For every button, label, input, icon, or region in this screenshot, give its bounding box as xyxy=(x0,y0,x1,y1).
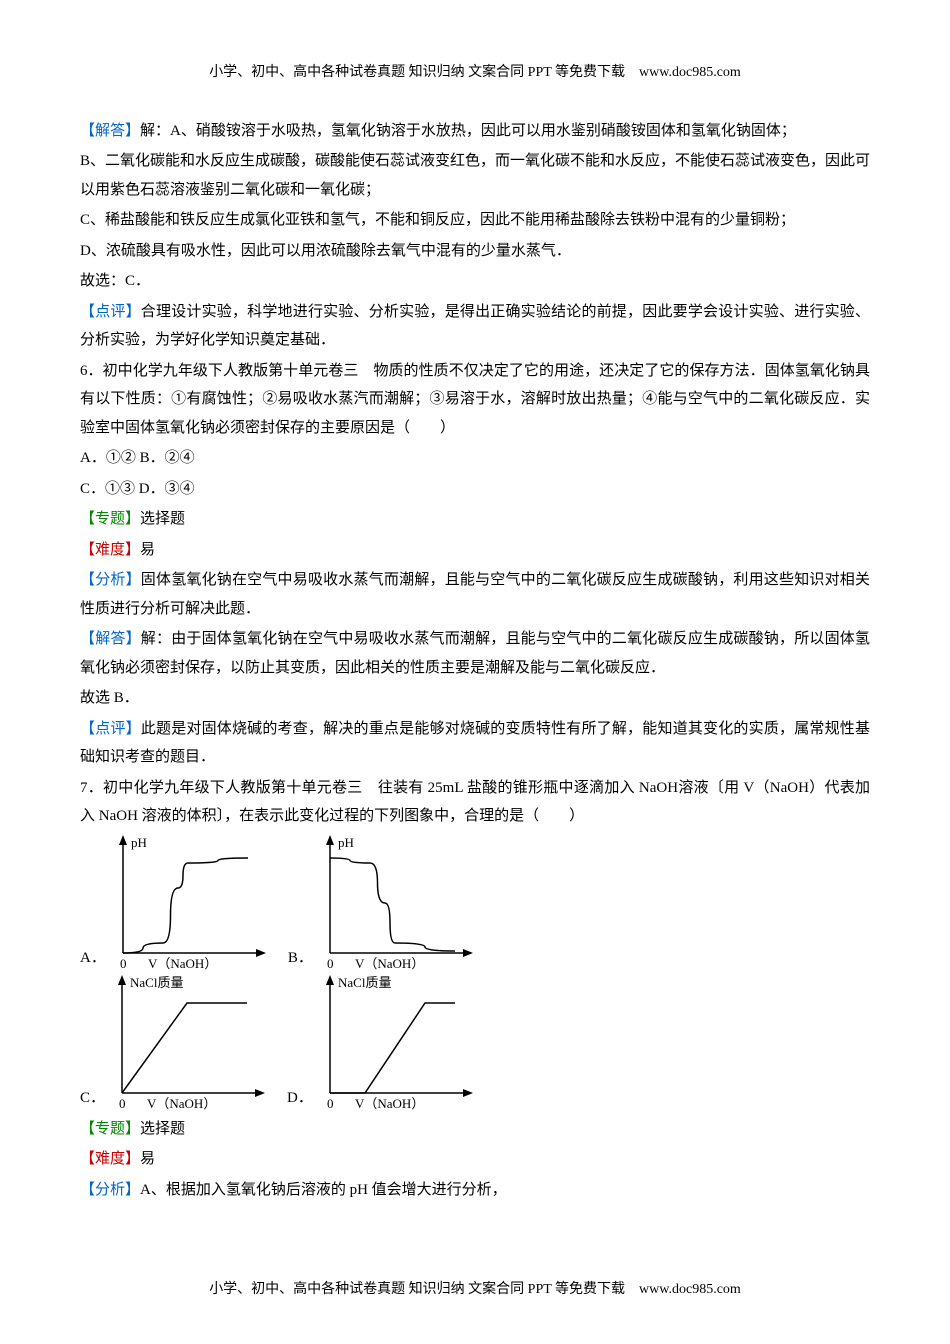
label-dianping: 【点评】 xyxy=(80,304,141,320)
q6-nandu-text: 易 xyxy=(140,542,155,558)
q6-zhuanti-text: 选择题 xyxy=(140,511,185,527)
choice-prefix-b: B． xyxy=(288,944,313,973)
svg-text:pH: pH xyxy=(338,835,354,850)
svg-text:0: 0 xyxy=(120,956,127,971)
svg-text:V（NaOH）: V（NaOH） xyxy=(147,1096,216,1111)
q7-nandu-text: 易 xyxy=(140,1151,155,1167)
q6-zhuanti: 【专题】选择题 xyxy=(80,505,870,534)
svg-text:0: 0 xyxy=(327,1096,334,1111)
document-page: 小学、初中、高中各种试卷真题 知识归纳 文案合同 PPT 等免费下载 www.d… xyxy=(0,0,950,1344)
q7-zhuanti: 【专题】选择题 xyxy=(80,1115,870,1144)
document-body: 【解答】解：A、硝酸铵溶于水吸热，氢氧化钠溶于水放热，因此可以用水鉴别硝酸铵固体… xyxy=(80,117,870,1205)
label-nandu: 【难度】 xyxy=(80,1151,140,1167)
q7-fenxi: 【分析】A、根据加入氢氧化钠后溶液的 pH 值会增大进行分析， xyxy=(80,1176,870,1205)
label-dianping: 【点评】 xyxy=(80,721,141,737)
q7-nandu: 【难度】易 xyxy=(80,1145,870,1174)
svg-text:V（NaOH）: V（NaOH） xyxy=(355,956,424,971)
label-fenxi: 【分析】 xyxy=(80,1182,140,1198)
label-fenxi: 【分析】 xyxy=(80,572,141,588)
choice-prefix-a: A． xyxy=(80,944,106,973)
chart-c: NaCl质量 0 V（NaOH） xyxy=(107,973,267,1113)
q7-choice-c: C． NaCl质量 0 V（NaOH） xyxy=(80,973,267,1113)
svg-text:0: 0 xyxy=(327,956,334,971)
svg-text:0: 0 xyxy=(119,1096,126,1111)
svg-text:NaCl质量: NaCl质量 xyxy=(338,975,391,990)
chart-b: pH 0 V（NaOH） xyxy=(315,833,475,973)
q7-stem: 7．初中化学九年级下人教版第十单元卷三 往装有 25mL 盐酸的锥形瓶中逐滴加入… xyxy=(80,774,870,831)
q5-option-c: C、稀盐酸能和铁反应生成氯化亚铁和氢气，不能和铜反应，因此不能用稀盐酸除去铁粉中… xyxy=(80,206,870,235)
q6-answer: 故选 B． xyxy=(80,684,870,713)
q5-answer: 故选：C． xyxy=(80,267,870,296)
q6-nandu: 【难度】易 xyxy=(80,536,870,565)
q5-dianping: 【点评】合理设计实验，科学地进行实验、分析实验，是得出正确实验结论的前提，因此要… xyxy=(80,298,870,355)
q6-options-row1: A．①② B．②④ xyxy=(80,444,870,473)
q5-dianping-text: 合理设计实验，科学地进行实验、分析实验，是得出正确实验结论的前提，因此要学会设计… xyxy=(80,304,870,349)
page-header: 小学、初中、高中各种试卷真题 知识归纳 文案合同 PPT 等免费下载 www.d… xyxy=(80,50,870,97)
q6-jieda: 【解答】解：由于固体氢氧化钠在空气中易吸收水蒸气而潮解，且能与空气中的二氧化碳反… xyxy=(80,625,870,682)
q6-options-row2: C．①③ D．③④ xyxy=(80,475,870,504)
q7-zhuanti-text: 选择题 xyxy=(140,1121,185,1137)
q6-fenxi-text: 固体氢氧化钠在空气中易吸收水蒸气而潮解，且能与空气中的二氧化碳反应生成碳酸钠，利… xyxy=(80,572,870,617)
q6-jieda-text: 解：由于固体氢氧化钠在空气中易吸收水蒸气而潮解，且能与空气中的二氧化碳反应生成碳… xyxy=(80,631,870,676)
q7-choices-row2: C． NaCl质量 0 V（NaOH） D． NaCl质量 0 V（NaOH） xyxy=(80,973,870,1113)
svg-text:NaCl质量: NaCl质量 xyxy=(130,975,183,990)
label-jieda: 【解答】 xyxy=(80,123,140,139)
q5-option-d: D、浓硫酸具有吸水性，因此可以用浓硫酸除去氧气中混有的少量水蒸气． xyxy=(80,237,870,266)
q5-jieda-text: 解：A、硝酸铵溶于水吸热，氢氧化钠溶于水放热，因此可以用水鉴别硝酸铵固体和氢氧化… xyxy=(140,123,796,139)
chart-d: NaCl质量 0 V（NaOH） xyxy=(315,973,475,1113)
label-nandu: 【难度】 xyxy=(80,542,140,558)
q5-option-b: B、二氧化碳能和水反应生成碳酸，碳酸能使石蕊试液变红色，而一氧化碳不能和水反应，… xyxy=(80,147,870,204)
label-zhuanti: 【专题】 xyxy=(80,1121,140,1137)
svg-text:pH: pH xyxy=(131,835,147,850)
q7-choices-row1: A． pH 0 V（NaOH） B． pH 0 V（NaOH） xyxy=(80,833,870,973)
q6-stem: 6．初中化学九年级下人教版第十单元卷三 物质的性质不仅决定了它的用途，还决定了它… xyxy=(80,357,870,443)
choice-prefix-d: D． xyxy=(287,1084,313,1113)
choice-prefix-c: C． xyxy=(80,1084,105,1113)
label-zhuanti: 【专题】 xyxy=(80,511,140,527)
q7-choice-b: B． pH 0 V（NaOH） xyxy=(288,833,475,973)
q6-dianping-text: 此题是对固体烧碱的考查，解决的重点是能够对烧碱的变质特性有所了解，能知道其变化的… xyxy=(80,721,870,766)
q6-fenxi: 【分析】固体氢氧化钠在空气中易吸收水蒸气而潮解，且能与空气中的二氧化碳反应生成碳… xyxy=(80,566,870,623)
svg-text:V（NaOH）: V（NaOH） xyxy=(148,956,217,971)
chart-a: pH 0 V（NaOH） xyxy=(108,833,268,973)
q7-fenxi-text: A、根据加入氢氧化钠后溶液的 pH 值会增大进行分析， xyxy=(140,1182,507,1198)
q6-dianping: 【点评】此题是对固体烧碱的考查，解决的重点是能够对烧碱的变质特性有所了解，能知道… xyxy=(80,715,870,772)
q7-choice-a: A． pH 0 V（NaOH） xyxy=(80,833,268,973)
q7-choice-d: D． NaCl质量 0 V（NaOH） xyxy=(287,973,475,1113)
page-footer: 小学、初中、高中各种试卷真题 知识归纳 文案合同 PPT 等免费下载 www.d… xyxy=(80,1267,870,1314)
q5-jieda: 【解答】解：A、硝酸铵溶于水吸热，氢氧化钠溶于水放热，因此可以用水鉴别硝酸铵固体… xyxy=(80,117,870,146)
svg-text:V（NaOH）: V（NaOH） xyxy=(355,1096,424,1111)
label-jieda: 【解答】 xyxy=(80,631,141,647)
